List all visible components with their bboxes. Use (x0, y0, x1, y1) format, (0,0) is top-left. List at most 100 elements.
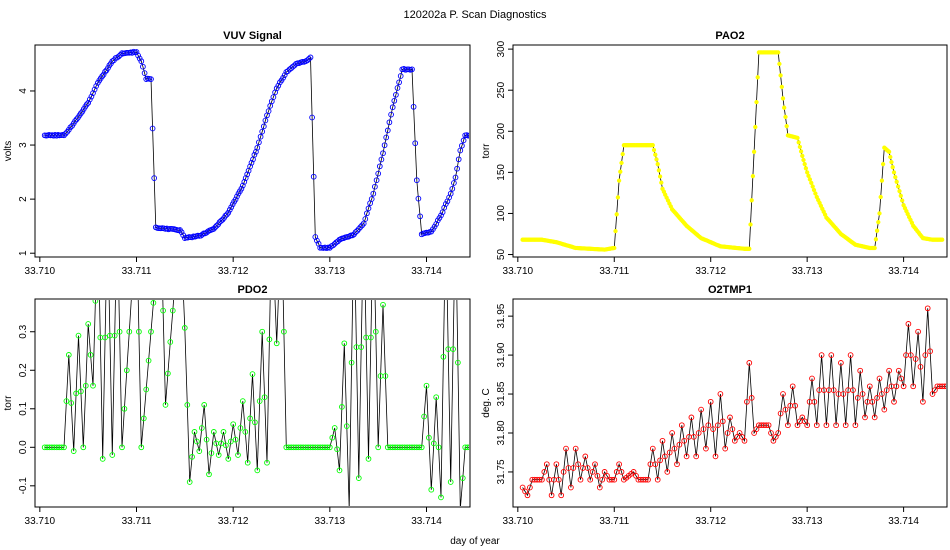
data-point (362, 216, 369, 222)
x-tick-label: 33.711 (599, 516, 629, 527)
y-tick-label: 50 (496, 249, 507, 261)
data-point (681, 437, 688, 444)
y-tick-label: -0.1 (18, 477, 29, 495)
data-point (823, 422, 830, 429)
data-point (847, 352, 854, 358)
y-tick-label: 300 (496, 40, 507, 57)
data-point (560, 469, 567, 475)
data-point (801, 157, 806, 163)
data-point (792, 402, 798, 409)
data-point (910, 383, 917, 390)
x-tick-label: 33.714 (411, 266, 442, 277)
series-line (522, 308, 946, 497)
data-point (645, 476, 651, 483)
data-point (698, 406, 704, 413)
y-tick-label: 1 (18, 250, 29, 256)
data-point (324, 444, 331, 451)
data-point (386, 119, 393, 126)
data-point (388, 111, 394, 118)
x-tick-label: 33.713 (315, 266, 346, 277)
data-point (70, 448, 77, 454)
data-point (710, 426, 716, 432)
data-point (459, 475, 466, 481)
data-point (527, 484, 533, 491)
data-point (223, 442, 229, 449)
data-point (452, 174, 459, 181)
y-tick-label: 31.75 (496, 459, 507, 484)
data-point (244, 459, 251, 466)
data-point (416, 444, 423, 451)
data-point (866, 383, 873, 390)
data-point (141, 70, 148, 76)
x-tick-label: 33.710 (503, 516, 534, 527)
data-point (375, 170, 382, 177)
x-tick-label: 33.710 (25, 516, 56, 527)
data-point (314, 237, 320, 244)
data-point (412, 140, 419, 147)
data-point (924, 305, 931, 312)
data-point (375, 444, 382, 451)
data-point (80, 444, 87, 451)
data-point (891, 398, 897, 405)
data-point (872, 245, 877, 251)
data-point (410, 103, 417, 110)
data-point (789, 383, 796, 390)
data-point (65, 352, 72, 358)
data-point (259, 328, 266, 335)
data-point (744, 398, 750, 405)
data-point (150, 300, 157, 306)
data-point (898, 193, 903, 198)
data-point (138, 58, 145, 65)
data-point (900, 383, 907, 390)
data-point (382, 373, 389, 379)
data-point (95, 214, 100, 219)
data-point (907, 352, 914, 358)
data-point (99, 456, 106, 462)
data-point (225, 209, 232, 216)
data-point (676, 441, 683, 448)
data-point (227, 438, 234, 445)
data-point (266, 336, 273, 343)
data-point (809, 375, 815, 382)
data-point (616, 461, 622, 468)
data-point (695, 430, 702, 436)
data-point (244, 171, 251, 178)
data-point (883, 387, 890, 393)
panel-title: O2TMP1 (708, 284, 752, 296)
series (520, 50, 945, 252)
data-point (210, 429, 217, 435)
data-point (615, 195, 621, 200)
data-point (652, 461, 659, 468)
y-tick-label: 4 (18, 88, 29, 94)
data-point (203, 436, 210, 443)
series (41, 48, 469, 252)
data-point (140, 63, 146, 70)
data-point (105, 214, 110, 219)
data-point (365, 456, 372, 462)
data-point (876, 219, 881, 225)
data-point (235, 452, 241, 458)
data-point (749, 198, 754, 203)
x-tick-label: 33.711 (122, 516, 152, 527)
data-point (249, 371, 256, 377)
data-point (67, 124, 74, 131)
data-point (703, 445, 709, 452)
data-point (548, 492, 555, 499)
data-point (454, 165, 460, 172)
data-point (470, 445, 475, 450)
data-point (450, 346, 456, 352)
y-tick-label: 0.3 (18, 324, 29, 338)
data-point (428, 486, 435, 493)
data-point (102, 68, 108, 75)
data-point (748, 395, 755, 401)
data-point (838, 360, 844, 366)
data-point (105, 65, 111, 71)
data-point (354, 227, 361, 234)
data-point (252, 419, 258, 426)
y-axis-label: torr (3, 395, 14, 411)
x-tick-label: 33.714 (411, 516, 442, 527)
data-point (380, 150, 386, 157)
series-line (522, 52, 943, 251)
data-point (426, 434, 432, 441)
